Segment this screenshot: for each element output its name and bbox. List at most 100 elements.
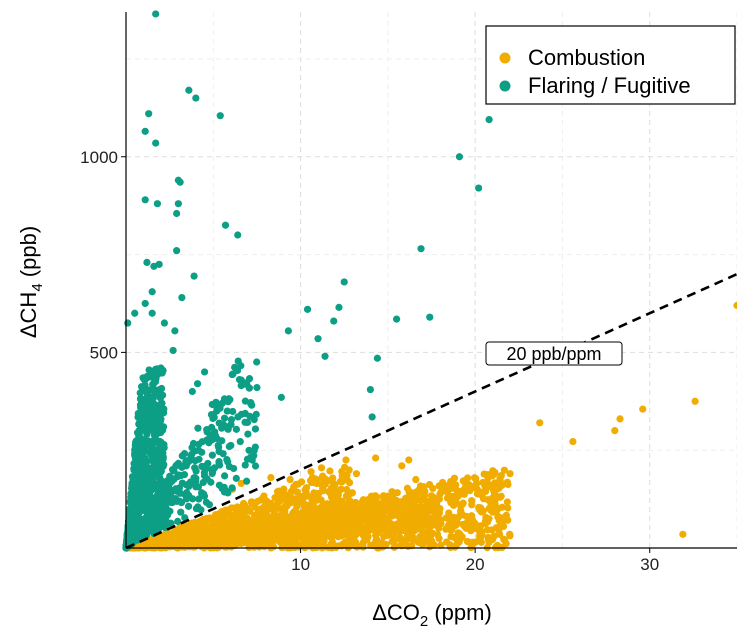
flaring-fugitive-point [143,258,151,266]
combustion-point [455,532,463,540]
combustion-point [463,537,471,546]
combustion-point [467,484,475,492]
combustion-point [371,492,379,500]
flaring-fugitive-point [173,461,181,469]
combustion-point [498,503,506,511]
x-axis-label: ΔCO2 (ppm) [372,600,492,630]
flaring-fugitive-point [152,389,161,398]
combustion-point [204,523,212,531]
flaring-fugitive-point [234,357,242,365]
flaring-fugitive-point [149,462,158,471]
flaring-fugitive-point [141,196,149,204]
combustion-point [500,466,508,474]
combustion-point [263,535,271,543]
combustion-point [291,543,299,551]
combustion-point [471,538,479,546]
flaring-fugitive-point [127,515,136,523]
flaring-fugitive-point [237,382,245,390]
combustion-point [389,510,397,518]
flaring-fugitive-point [134,409,142,418]
flaring-fugitive-point [141,127,149,135]
flaring-fugitive-point [220,414,229,422]
flaring-fugitive-point [277,393,285,401]
flaring-fugitive-point [232,425,240,433]
combustion-point [502,539,510,548]
combustion-point [479,478,487,487]
y-tick-label: 500 [90,343,118,362]
combustion-point [483,526,492,534]
flaring-fugitive-point [284,327,292,335]
combustion-point [337,485,345,493]
flaring-fugitive-point [176,178,184,186]
flaring-fugitive-point [140,436,148,444]
combustion-point [415,507,423,516]
combustion-point [354,504,362,512]
flaring-fugitive-point [195,446,203,454]
flaring-fugitive-point [175,497,184,505]
flaring-fugitive-point [148,409,157,417]
combustion-point [306,541,314,549]
y-axis-ticks: 500 1000 [80,148,126,362]
flaring-fugitive-point [139,530,148,538]
flaring-fugitive-point [185,491,193,500]
combustion-point [277,494,285,503]
flaring-fugitive-point [162,509,170,518]
flaring-fugitive-point [147,472,155,480]
legend-label-flaring-fugitive: Flaring / Fugitive [528,73,691,98]
legend-marker-combustion [499,52,511,64]
flaring-fugitive-point [228,484,236,492]
flaring-fugitive-point [245,375,254,383]
flaring-fugitive-point [145,110,153,118]
flaring-fugitive-point [186,457,194,465]
combustion-point [176,531,184,539]
combustion-point [315,479,323,487]
flaring-fugitive-point [161,520,169,528]
flaring-fugitive-point [215,481,224,489]
combustion-point [263,497,271,505]
flaring-fugitive-point [245,446,253,454]
combustion-point [380,516,388,524]
flaring-fugitive-point [209,414,217,423]
combustion-point [398,462,406,470]
combustion-point [373,535,381,543]
flaring-fugitive-point [153,451,161,460]
combustion-point [244,514,252,523]
legend-marker-flaring-fugitive [499,80,511,92]
combustion-points [122,301,737,552]
combustion-point [448,496,456,504]
combustion-point [206,534,215,542]
combustion-point [341,474,350,482]
combustion-point [411,526,419,534]
combustion-point [427,521,435,529]
combustion-point [484,482,492,490]
combustion-point [420,538,429,546]
combustion-point [372,454,380,462]
combustion-point [421,514,429,522]
combustion-point [459,477,467,485]
combustion-point [327,484,336,492]
combustion-point [403,494,411,502]
combustion-point [301,486,309,494]
combustion-point [611,427,619,435]
combustion-point [321,510,329,518]
combustion-point [195,522,203,530]
flaring-fugitive-point [208,469,216,478]
flaring-fugitive-point [253,358,261,366]
combustion-point [456,487,465,496]
flaring-fugitive-point [203,428,211,436]
combustion-point [691,397,699,405]
flaring-fugitive-point [136,416,145,425]
combustion-point [277,505,285,513]
combustion-point [437,541,445,549]
combustion-point [484,472,492,480]
flaring-fugitive-point [137,404,145,412]
flaring-fugitive-point [303,305,312,313]
flaring-fugitive-point [198,438,206,446]
combustion-point [389,525,397,533]
flaring-fugitive-point [131,532,140,540]
flaring-fugitive-point [192,483,200,491]
combustion-point [435,506,443,514]
flaring-fugitive-point [151,517,159,526]
flaring-fugitive-point [245,384,253,392]
